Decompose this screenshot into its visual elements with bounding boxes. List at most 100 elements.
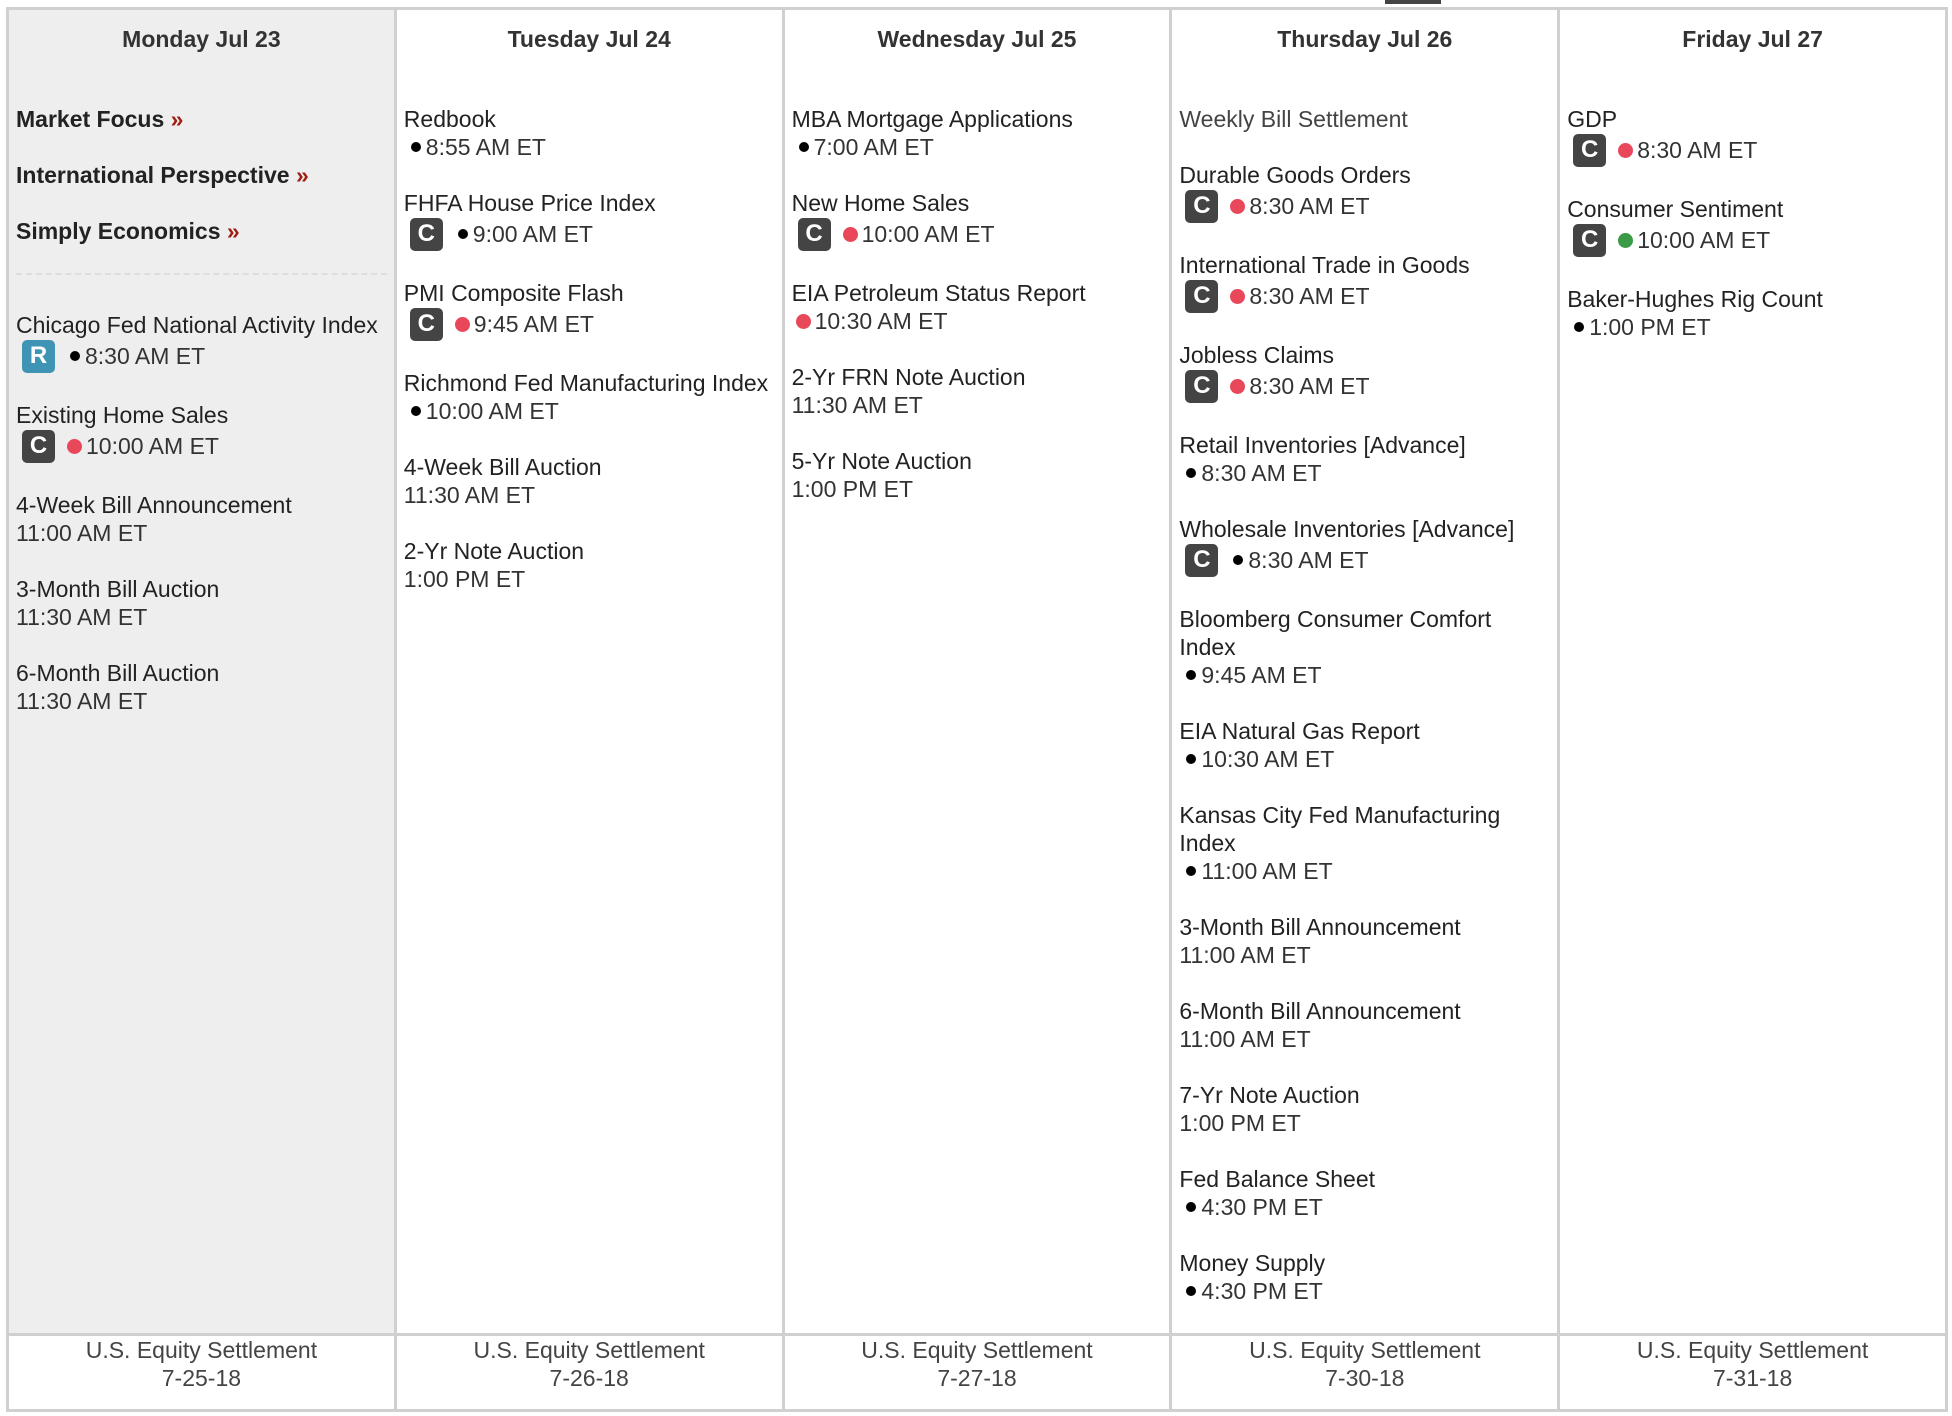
event-time: 10:30 AM ET — [1201, 746, 1335, 772]
event-time-row: 11:00 AM ET — [1179, 1025, 1550, 1053]
revision-badge-icon[interactable]: R — [22, 339, 55, 373]
link-label: Market Focus — [16, 106, 165, 132]
event-title-link[interactable]: Richmond Fed Manufacturing Index — [403, 370, 769, 396]
day-heading: Tuesday Jul 24 — [507, 26, 671, 52]
settlement-cell: U.S. Equity Settlement 7-31-18 — [1557, 1333, 1948, 1412]
consensus-badge-icon[interactable]: C — [1185, 543, 1219, 577]
event-item: 5-Yr Note Auction 1:00 PM ET — [792, 447, 1163, 503]
simply-economics-link[interactable]: Simply Economics » — [16, 217, 387, 245]
black-importance-dot-icon — [1186, 1202, 1197, 1212]
consensus-badge-icon[interactable]: C — [1573, 133, 1607, 167]
event-item: 7-Yr Note Auction 1:00 PM ET — [1179, 1081, 1550, 1137]
event-title-link[interactable]: 6-Month Bill Announcement — [1179, 998, 1461, 1024]
event-item: GDP C 8:30 AM ET — [1567, 105, 1938, 167]
day-heading: Thursday Jul 26 — [1277, 26, 1453, 52]
event-title-link[interactable]: Fed Balance Sheet — [1179, 1166, 1376, 1192]
consensus-badge-icon[interactable]: C — [1573, 223, 1607, 257]
settlement-cell: U.S. Equity Settlement 7-30-18 — [1169, 1333, 1561, 1412]
event-title-link[interactable]: FHFA House Price Index — [403, 190, 656, 216]
event-title-link[interactable]: EIA Natural Gas Report — [1179, 718, 1420, 744]
event-title-link[interactable]: 6-Month Bill Auction — [16, 660, 220, 686]
day-column-friday: Friday Jul 27 GDP C 8:30 AM ET Consumer Sen… — [1557, 7, 1948, 1336]
event-item: International Trade in Goods C 8:30 AM ET — [1179, 251, 1550, 313]
event-time-row: C 8:30 AM ET — [1179, 189, 1550, 223]
settlement-label: U.S. Equity Settlement — [1249, 1337, 1481, 1363]
red-importance-dot-icon — [795, 313, 811, 329]
event-time-row: 11:30 AM ET — [16, 603, 387, 631]
event-title-link[interactable]: Money Supply — [1179, 1250, 1326, 1276]
event-title-link[interactable]: Chicago Fed National Activity Index — [16, 312, 378, 338]
international-perspective-link[interactable]: International Perspective » — [16, 161, 387, 189]
event-title-link[interactable]: 2-Yr FRN Note Auction — [791, 364, 1026, 390]
event-title-link[interactable]: Baker-Hughes Rig Count — [1567, 286, 1823, 312]
event-title-link[interactable]: EIA Petroleum Status Report — [791, 280, 1086, 306]
event-title-link[interactable]: 4-Week Bill Announcement — [16, 492, 292, 518]
consensus-badge-icon[interactable]: C — [409, 217, 443, 251]
event-time: 8:30 AM ET — [1248, 547, 1369, 573]
settlement-cell: U.S. Equity Settlement 7-27-18 — [781, 1333, 1173, 1412]
event-time-row: C 8:30 AM ET — [1179, 543, 1550, 577]
event-time-row: C 8:30 AM ET — [1179, 279, 1550, 313]
event-title-link[interactable]: Retail Inventories [Advance] — [1179, 432, 1466, 458]
event-item: 2-Yr Note Auction 1:00 PM ET — [404, 537, 775, 593]
event-time-row: 11:30 AM ET — [792, 391, 1163, 419]
event-title-link[interactable]: Durable Goods Orders — [1179, 162, 1411, 188]
event-title-link[interactable]: Bloomberg Consumer Comfort Index — [1179, 606, 1492, 660]
event-title-link[interactable]: 4-Week Bill Auction — [403, 454, 602, 480]
event-item: 3-Month Bill Announcement 11:00 AM ET — [1179, 913, 1550, 969]
event-title-link[interactable]: Wholesale Inventories [Advance] — [1179, 516, 1515, 542]
green-importance-dot-icon — [1618, 232, 1634, 248]
event-time-row: 1:00 PM ET — [1567, 313, 1938, 341]
black-importance-dot-icon — [1186, 754, 1197, 764]
settlement-label: U.S. Equity Settlement — [85, 1337, 318, 1363]
event-time-row: C 8:30 AM ET — [1179, 369, 1550, 403]
black-importance-dot-icon — [798, 142, 809, 152]
event-time: 9:45 AM ET — [473, 311, 594, 337]
event-time-row: 9:45 AM ET — [1179, 661, 1550, 689]
days-row: Monday Jul 23 Market Focus » Internation… — [6, 7, 1948, 1336]
event-title-link[interactable]: Redbook — [403, 106, 496, 132]
black-importance-dot-icon — [1186, 670, 1197, 680]
black-importance-dot-icon — [1186, 468, 1197, 478]
event-title-link[interactable]: 7-Yr Note Auction — [1179, 1082, 1360, 1108]
market-focus-link[interactable]: Market Focus » — [16, 105, 387, 133]
consensus-badge-icon[interactable]: C — [1185, 279, 1219, 313]
consensus-badge-icon[interactable]: C — [1185, 189, 1219, 223]
event-title-link[interactable]: 5-Yr Note Auction — [791, 448, 972, 474]
settlement-date: 7-25-18 — [161, 1365, 242, 1391]
event-title-link[interactable]: MBA Mortgage Applications — [791, 106, 1073, 132]
double-arrow-icon: » — [170, 106, 184, 132]
consensus-badge-icon[interactable]: C — [797, 217, 831, 251]
consensus-badge-icon[interactable]: C — [1185, 369, 1219, 403]
event-time: 11:30 AM ET — [403, 482, 536, 508]
consensus-badge-icon[interactable]: C — [409, 307, 443, 341]
event-title-link[interactable]: Consumer Sentiment — [1567, 196, 1784, 222]
event-title-link[interactable]: PMI Composite Flash — [403, 280, 624, 306]
event-time-row: 11:30 AM ET — [404, 481, 775, 509]
event-title-link[interactable]: Kansas City Fed Manufacturing Index — [1179, 802, 1501, 856]
event-item: Retail Inventories [Advance] 8:30 AM ET — [1179, 431, 1550, 487]
red-importance-dot-icon — [1230, 198, 1246, 214]
event-title-link[interactable]: Jobless Claims — [1179, 342, 1335, 368]
event-title-link[interactable]: 3-Month Bill Announcement — [1179, 914, 1461, 940]
event-title-link[interactable]: GDP — [1567, 106, 1618, 132]
event-time: 4:30 PM ET — [1201, 1278, 1323, 1304]
event-title-link[interactable]: 3-Month Bill Auction — [16, 576, 220, 602]
black-importance-dot-icon — [1574, 322, 1585, 332]
event-title-link[interactable]: International Trade in Goods — [1179, 252, 1470, 278]
settlement-date: 7-31-18 — [1712, 1365, 1793, 1391]
red-importance-dot-icon — [67, 438, 82, 454]
event-time: 10:30 AM ET — [814, 308, 948, 334]
event-time: 4:30 PM ET — [1201, 1194, 1323, 1220]
event-time: 11:00 AM ET — [1179, 942, 1311, 968]
event-title-link[interactable]: 2-Yr Note Auction — [403, 538, 585, 564]
day-heading: Wednesday Jul 25 — [877, 26, 1077, 52]
settlement-row: U.S. Equity Settlement 7-25-18 U.S. Equit… — [6, 1333, 1948, 1412]
consensus-badge-icon[interactable]: C — [22, 429, 55, 463]
event-time: 11:00 AM ET — [16, 520, 148, 546]
day-column-tuesday: Tuesday Jul 24 Redbook 8:55 AM ET FHFA Hou… — [393, 7, 785, 1336]
event-title-link[interactable]: New Home Sales — [791, 190, 970, 216]
event-title-link[interactable]: Existing Home Sales — [16, 402, 229, 428]
black-importance-dot-icon — [410, 406, 421, 416]
commentary-links: Market Focus » International Perspective… — [16, 105, 387, 245]
